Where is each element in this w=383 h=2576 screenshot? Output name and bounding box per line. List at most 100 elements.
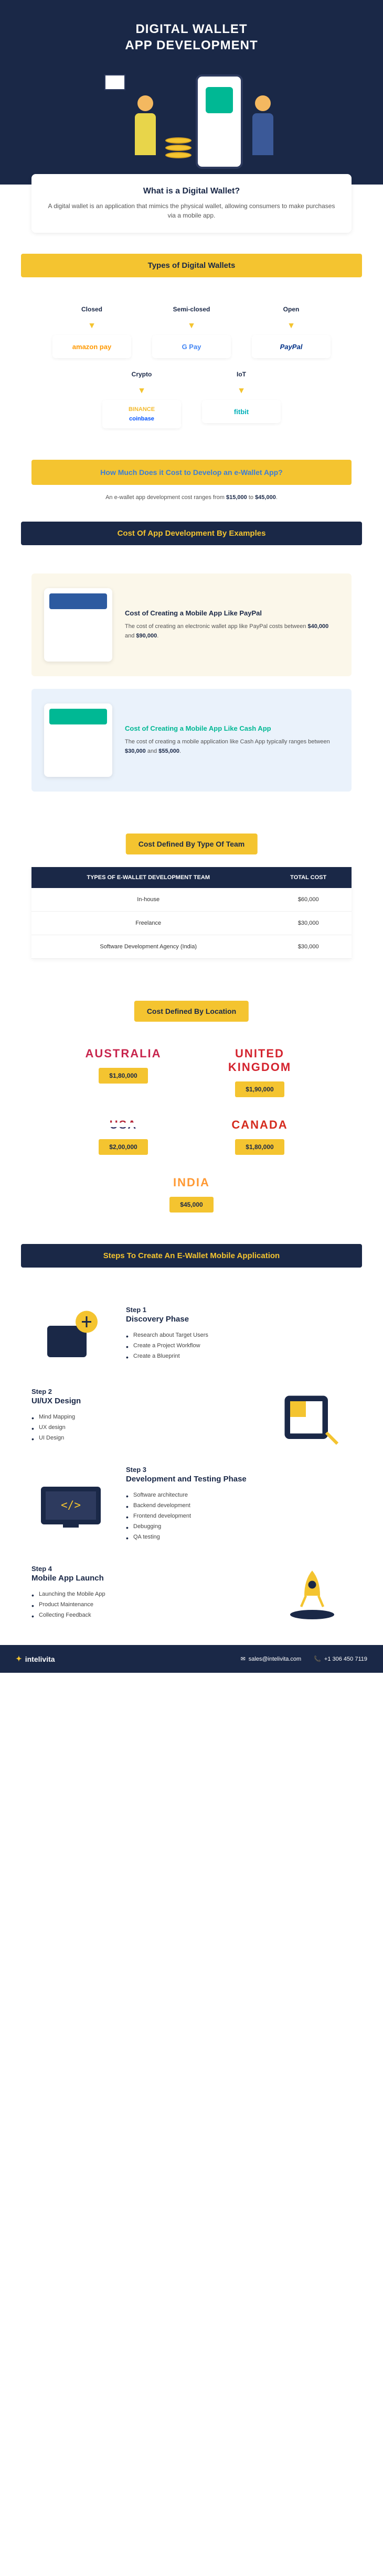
fitbit-logo: fitbit: [202, 400, 281, 423]
type-label: Crypto: [102, 371, 181, 378]
cashapp-screenshot-icon: [44, 703, 112, 777]
team-table-section: Cost Defined By Type Of Team TYPES OF E-…: [0, 813, 383, 980]
cost-question-heading: How Much Does it Cost to Develop an e-Wa…: [42, 468, 341, 477]
type-label: Closed: [52, 306, 131, 313]
coins-icon: [165, 137, 192, 169]
example-card-cashapp: Cost of Creating a Mobile App Like Cash …: [31, 689, 352, 792]
step-title: UI/UX Design: [31, 1397, 257, 1405]
step-bullet: Mind Mapping: [31, 1412, 257, 1422]
types-row-top: Closed ▼ amazon pay Semi-closed ▼ G Pay …: [31, 306, 352, 358]
hero-section: DIGITAL WALLET APP DEVELOPMENT: [0, 0, 383, 185]
india-flag-text-icon: INDIA: [144, 1176, 239, 1189]
step-bullet: Create a Blueprint: [126, 1351, 352, 1361]
email-icon: ✉: [241, 1655, 246, 1662]
step-bullet: UX design: [31, 1422, 257, 1433]
intro-body: A digital wallet is an application that …: [47, 201, 336, 220]
phone-icon: [196, 74, 243, 169]
location-price: $2,00,000: [99, 1139, 147, 1155]
launch-icon: [273, 1561, 352, 1624]
arrow-down-icon: ▼: [102, 386, 181, 396]
step-number: Step 1: [126, 1306, 352, 1314]
uiux-icon: [273, 1384, 352, 1447]
arrow-down-icon: ▼: [52, 321, 131, 331]
step-bullets: Mind Mapping UX design UI Design: [31, 1412, 257, 1443]
type-crypto: Crypto ▼ BINANCE coinbase: [102, 371, 181, 428]
step-number: Step 4: [31, 1565, 257, 1573]
types-heading-band: Types of Digital Wallets: [21, 254, 362, 277]
step-bullet: QA testing: [126, 1532, 352, 1542]
step-2: Step 2 UI/UX Design Mind Mapping UX desi…: [31, 1384, 352, 1447]
example-title: Cost of Creating a Mobile App Like Cash …: [125, 724, 339, 732]
location-usa: USA $2,00,000: [76, 1118, 171, 1155]
step-bullet: Launching the Mobile App: [31, 1589, 257, 1599]
brand-logo: intelivita: [16, 1654, 55, 1663]
step-3: Step 3 Development and Testing Phase Sof…: [31, 1466, 352, 1542]
type-label: Semi-closed: [152, 306, 231, 313]
footer-contacts: ✉ sales@intelivita.com 📞 +1 306 450 7119: [241, 1655, 367, 1662]
location-price: $1,90,000: [235, 1081, 284, 1097]
hero-title-line1: DIGITAL WALLET: [135, 22, 247, 36]
table-header: TOTAL COST: [265, 867, 352, 888]
team-cost-table: TYPES OF E-WALLET DEVELOPMENT TEAM TOTAL…: [31, 867, 352, 959]
steps-heading-band: Steps To Create An E-Wallet Mobile Appli…: [21, 1244, 362, 1268]
example-body: The cost of creating an electronic walle…: [125, 622, 339, 641]
step-title: Mobile App Launch: [31, 1574, 257, 1583]
footer: intelivita ✉ sales@intelivita.com 📞 +1 3…: [0, 1645, 383, 1673]
step-number: Step 2: [31, 1388, 257, 1395]
type-open: Open ▼ PayPal: [252, 306, 331, 358]
location-canada: CANADA $1,80,000: [212, 1118, 307, 1155]
footer-email[interactable]: ✉ sales@intelivita.com: [241, 1655, 302, 1662]
crypto-logo-stack: BINANCE coinbase: [102, 400, 181, 428]
location-grid: AUSTRALIA $1,80,000 UNITED KINGDOM $1,90…: [31, 1047, 352, 1213]
location-section: Cost Defined By Location AUSTRALIA $1,80…: [0, 980, 383, 1233]
step-bullet: Research about Target Users: [126, 1330, 352, 1340]
team-heading: Cost Defined By Type Of Team: [126, 834, 258, 854]
amazon-pay-logo: amazon pay: [52, 335, 131, 358]
location-heading: Cost Defined By Location: [134, 1001, 249, 1022]
usa-flag-text-icon: USA: [76, 1118, 171, 1132]
table-row: In-house$60,000: [31, 888, 352, 912]
example-card-paypal: Cost of Creating a Mobile App Like PayPa…: [31, 573, 352, 676]
step-bullet: Collecting Feedback: [31, 1610, 257, 1620]
cost-answer: An e-wallet app development cost ranges …: [0, 490, 383, 522]
cost-question-highlight: e-Wallet: [234, 468, 262, 477]
australia-flag-text-icon: AUSTRALIA: [76, 1047, 171, 1060]
step-1: Step 1 Discovery Phase Research about Ta…: [31, 1302, 352, 1365]
table-row: Freelance$30,000: [31, 912, 352, 935]
svg-text:</>: </>: [61, 1499, 81, 1511]
location-uk: UNITED KINGDOM $1,90,000: [212, 1047, 307, 1097]
phone-icon: 📞: [314, 1655, 321, 1662]
intro-box: What is a Digital Wallet? A digital wall…: [31, 174, 352, 233]
step-bullet: Software architecture: [126, 1490, 352, 1500]
location-price: $1,80,000: [235, 1139, 284, 1155]
step-bullet: UI Design: [31, 1433, 257, 1443]
paypal-logo: PayPal: [252, 335, 331, 358]
binance-logo: BINANCE: [129, 406, 155, 413]
step-4: Step 4 Mobile App Launch Launching the M…: [31, 1561, 352, 1624]
step-title: Discovery Phase: [126, 1315, 352, 1324]
step-bullets: Launching the Mobile App Product Mainten…: [31, 1589, 257, 1620]
step-number: Step 3: [126, 1466, 352, 1474]
step-title: Development and Testing Phase: [126, 1475, 352, 1484]
location-australia: AUSTRALIA $1,80,000: [76, 1047, 171, 1097]
person-right-icon: [247, 95, 279, 169]
coinbase-logo: coinbase: [129, 416, 154, 422]
steps-section: Step 1 Discovery Phase Research about Ta…: [0, 1268, 383, 1645]
type-semi-closed: Semi-closed ▼ G Pay: [152, 306, 231, 358]
cost-question-box: How Much Does it Cost to Develop an e-Wa…: [31, 460, 352, 485]
development-icon: </>: [31, 1473, 110, 1535]
location-price: $1,80,000: [99, 1068, 147, 1084]
examples-section: Cost of Creating a Mobile App Like PayPa…: [0, 545, 383, 813]
step-bullet: Backend development: [126, 1500, 352, 1511]
footer-phone[interactable]: 📞 +1 306 450 7119: [314, 1655, 367, 1662]
arrow-down-icon: ▼: [202, 386, 281, 396]
intro-heading: What is a Digital Wallet?: [47, 187, 336, 196]
canada-flag-text-icon: CANADA: [212, 1118, 307, 1132]
paypal-screenshot-icon: [44, 588, 112, 662]
type-closed: Closed ▼ amazon pay: [52, 306, 131, 358]
type-iot: IoT ▼ fitbit: [202, 371, 281, 428]
table-header: TYPES OF E-WALLET DEVELOPMENT TEAM: [31, 867, 265, 888]
discovery-icon: [31, 1302, 110, 1365]
hero-title-line2: APP DEVELOPMENT: [125, 38, 258, 52]
step-bullet: Frontend development: [126, 1511, 352, 1521]
